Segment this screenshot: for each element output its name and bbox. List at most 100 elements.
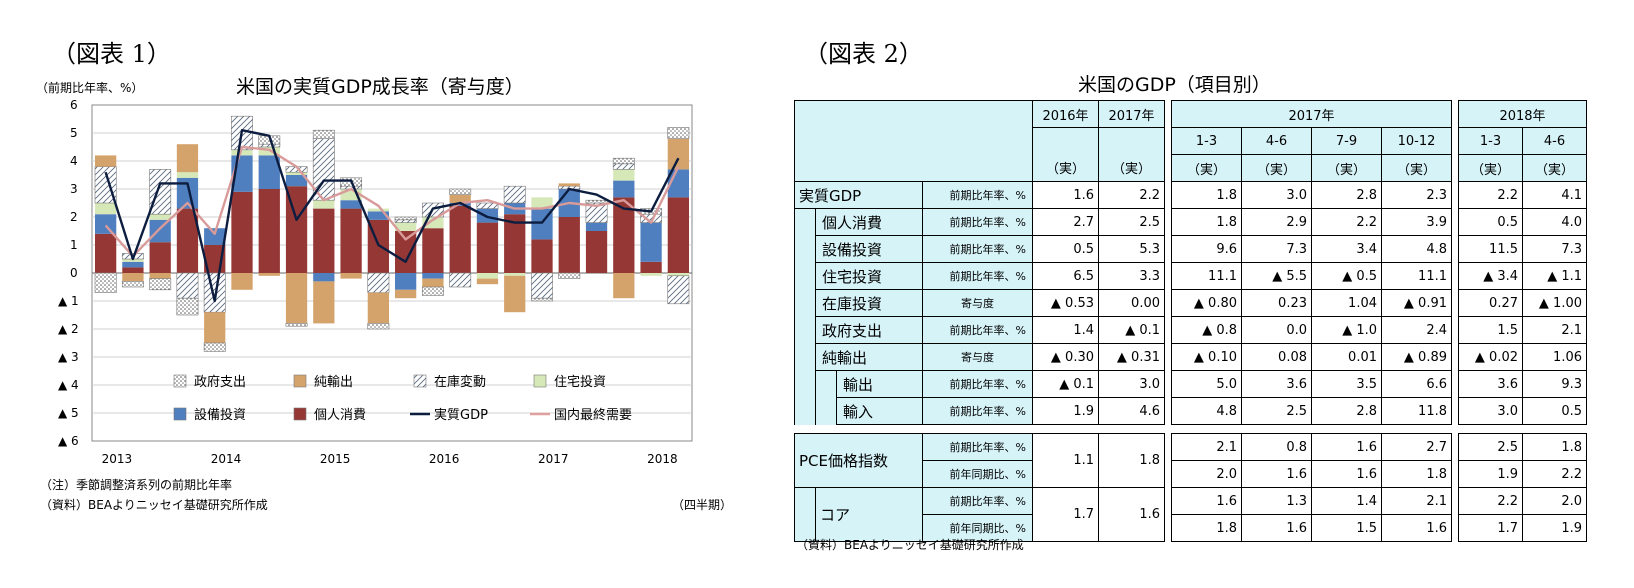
value-cell: 9.6 bbox=[1171, 235, 1242, 263]
bar-pce bbox=[585, 231, 608, 273]
bar-pce bbox=[476, 222, 499, 273]
value-cell: 4.8 bbox=[1171, 397, 1242, 425]
bar-equip bbox=[313, 273, 335, 282]
bar-gov bbox=[94, 272, 117, 293]
bar-pce bbox=[149, 242, 171, 273]
bar-res bbox=[258, 147, 280, 156]
value-cell: 1.6 bbox=[1311, 460, 1382, 488]
bar-res bbox=[476, 273, 499, 279]
value-cell: 7.3 bbox=[1241, 235, 1312, 263]
value-cell: 11.5 bbox=[1458, 235, 1523, 263]
y-tick-label: 6 bbox=[70, 98, 78, 112]
value-cell: 2.8 bbox=[1311, 181, 1382, 209]
value-cell: 0.5 bbox=[1032, 235, 1099, 263]
header-row-1: 2016年 2017年 2017年 2018年 bbox=[794, 100, 1587, 182]
table-row: 純輸出 寄与度 ▲ 0.30 ▲ 0.31 ▲ 0.10 0.08 0.01 ▲ 0.89 ▲ … bbox=[794, 343, 1587, 371]
value-cell: 0.27 bbox=[1458, 289, 1523, 317]
row-name: 在庫投資 bbox=[815, 289, 923, 317]
value-cell: 3.0 bbox=[1241, 181, 1312, 209]
table-title: 米国のGDP（項目別） bbox=[1078, 74, 1271, 96]
bar-inv bbox=[367, 272, 390, 293]
value-cell: 1.6 bbox=[1098, 487, 1165, 542]
legend-swatch bbox=[533, 374, 547, 388]
value-cell: 1.9 bbox=[1522, 514, 1587, 542]
header-q3: 7-9 bbox=[1311, 127, 1382, 155]
row-name: 政府支出 bbox=[815, 316, 923, 344]
value-cell: ▲ 0.31 bbox=[1098, 343, 1165, 371]
legend-swatch bbox=[173, 407, 187, 421]
bar-gov bbox=[667, 127, 690, 139]
bar-netexp bbox=[258, 273, 280, 276]
row-name: 個人消費 bbox=[815, 208, 923, 236]
row-name: 設備投資 bbox=[815, 235, 923, 263]
line-gdp bbox=[104, 128, 680, 303]
y-tick-label: 2 bbox=[70, 210, 78, 224]
y-tick-label: ▲ 4 bbox=[58, 378, 79, 392]
row-name: 住宅投資 bbox=[815, 262, 923, 290]
value-cell: ▲ 0.1 bbox=[1098, 316, 1165, 344]
header-q4: 10-12 bbox=[1381, 127, 1452, 155]
value-cell: 1.6 bbox=[1381, 514, 1452, 542]
bar-pce bbox=[176, 208, 199, 273]
bar-netexp bbox=[613, 273, 635, 299]
header-q1: 1-3 bbox=[1171, 127, 1242, 155]
value-cell: 2.5 bbox=[1458, 433, 1523, 461]
value-cell: ▲ 0.02 bbox=[1458, 343, 1523, 371]
value-cell: 1.9 bbox=[1458, 460, 1523, 488]
value-cell: 0.08 bbox=[1241, 343, 1312, 371]
bar-gov bbox=[449, 188, 472, 195]
value-cell: 3.6 bbox=[1241, 370, 1312, 398]
row-name: 輸出 bbox=[836, 370, 923, 398]
value-cell: 2.2 bbox=[1311, 208, 1382, 236]
bar-inv bbox=[258, 143, 281, 148]
figure2-label: （図表 2） bbox=[804, 40, 923, 68]
y-axis-label: （前期比年率、%） bbox=[36, 81, 144, 95]
bar-pce bbox=[395, 231, 417, 273]
y-tick-label: 5 bbox=[70, 126, 78, 140]
value-cell: 2.7 bbox=[1032, 208, 1099, 236]
value-cell: ▲ 0.1 bbox=[1032, 370, 1099, 398]
table-source: （資料）BEAよりニッセイ基礎研究所作成 bbox=[796, 538, 1024, 552]
value-cell: ▲ 0.10 bbox=[1171, 343, 1242, 371]
chart-title: 米国の実質GDP成長率（寄与度） bbox=[236, 76, 524, 98]
value-cell: 1.1 bbox=[1032, 433, 1099, 488]
y-tick-label: 4 bbox=[70, 154, 78, 168]
bar-inv bbox=[667, 275, 690, 305]
header-r1: 1-3 bbox=[1458, 127, 1523, 155]
row-unit: 前期比年率、% bbox=[922, 316, 1033, 344]
header-q2-act: （実） bbox=[1241, 154, 1312, 182]
bar-pce bbox=[449, 205, 471, 273]
table-row: 輸出 前期比年率、% ▲ 0.1 3.0 5.0 3.6 3.5 6.6 3.6 9.3 bbox=[794, 370, 1587, 398]
legend-label: 在庫変動 bbox=[434, 374, 486, 390]
legend-swatch bbox=[293, 374, 307, 388]
bar-netexp bbox=[367, 292, 389, 324]
row-name: 輸入 bbox=[836, 397, 923, 425]
legend-swatch bbox=[293, 407, 307, 421]
bar-inv bbox=[176, 272, 199, 299]
bar-netexp bbox=[476, 278, 499, 285]
bar-equip bbox=[204, 228, 226, 245]
value-cell: 1.6 bbox=[1311, 433, 1382, 461]
y-tick-label: 1 bbox=[70, 238, 78, 252]
figure1-label: （図表 1） bbox=[52, 40, 171, 68]
header-q1-act: （実） bbox=[1171, 154, 1242, 182]
bar-equip bbox=[258, 155, 280, 189]
bar-gov bbox=[121, 281, 144, 288]
bar-pce bbox=[531, 239, 553, 273]
bar-pce bbox=[95, 233, 117, 273]
bar-res bbox=[504, 273, 526, 276]
value-cell: 1.8 bbox=[1098, 433, 1165, 488]
y-tick-label: ▲ 6 bbox=[58, 434, 79, 448]
bar-gov bbox=[585, 199, 608, 204]
chart-note: （注）季節調整済系列の前期比年率 bbox=[40, 478, 233, 492]
value-cell: 3.5 bbox=[1311, 370, 1382, 398]
value-cell: 11.1 bbox=[1381, 262, 1452, 290]
bar-netexp bbox=[149, 273, 171, 279]
value-cell: 11.8 bbox=[1381, 397, 1452, 425]
value-cell: 5.0 bbox=[1171, 370, 1242, 398]
bar-pce bbox=[422, 228, 444, 273]
value-cell: ▲ 0.8 bbox=[1171, 316, 1242, 344]
bar-netexp bbox=[285, 273, 308, 324]
bar-netexp bbox=[340, 273, 362, 279]
y-tick-label: 3 bbox=[70, 182, 78, 196]
